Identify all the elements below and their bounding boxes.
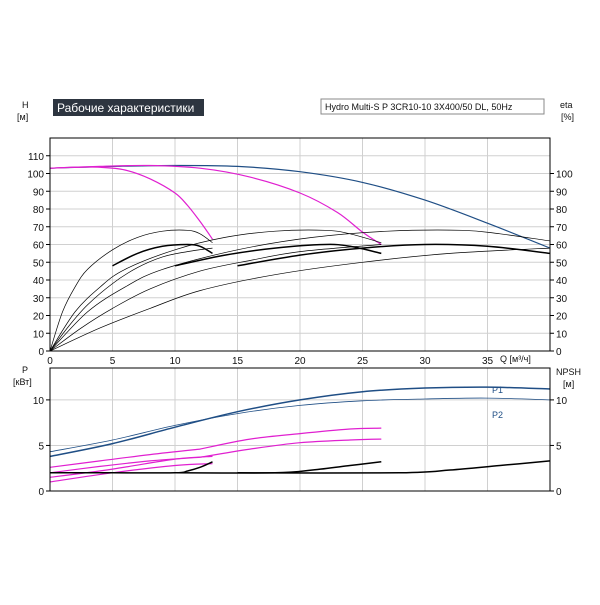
y-left-label-top: H: [22, 100, 29, 110]
top-y-right-tick-label: 80: [556, 205, 568, 216]
top-y-left-tick-label: 0: [38, 347, 44, 358]
bottom-y-right-tick-label: 5: [556, 441, 562, 452]
top-y-right-tick-label: 30: [556, 294, 568, 305]
top-y-right-tick-label: 100: [556, 170, 573, 181]
bottom-series-line-7: [199, 438, 382, 458]
top-y-left-tick-label: 70: [33, 223, 45, 234]
top-panel-frame: [49, 137, 551, 352]
bottom-series-line-5: [49, 463, 213, 483]
bottom-series-line-8: [49, 461, 213, 474]
top-series-line-7: [49, 229, 382, 352]
top-y-right-tick-label: 50: [556, 258, 568, 269]
x-tick-label: 5: [110, 356, 116, 367]
x-axis-label: Q [м³/ч]: [500, 354, 531, 364]
top-y-left-tick-label: 60: [33, 241, 45, 252]
top-y-left-tick-label: 90: [33, 187, 45, 198]
series-label-p1: P1: [492, 385, 503, 395]
top-series-line-10: [49, 244, 382, 352]
x-tick-label: 10: [169, 356, 181, 367]
top-y-right-tick-label: 20: [556, 312, 568, 323]
y-left-label-bottom: P: [22, 365, 28, 375]
y-left-unit-bottom: [кВт]: [13, 377, 32, 387]
top-y-left-tick-label: 40: [33, 276, 45, 287]
top-y-left-tick-label: 110: [28, 152, 44, 163]
top-series-line-9: [49, 247, 213, 352]
y-right-unit-bottom: [м]: [563, 379, 574, 389]
bottom-y-left-tick-label: 0: [38, 487, 44, 498]
y-right-label-bottom: NPSH: [556, 367, 581, 377]
x-tick-label: 20: [294, 356, 306, 367]
chart-title: Рабочие характеристики: [57, 101, 194, 115]
bottom-series-line-4: [49, 455, 213, 478]
top-series-line-6: [49, 229, 213, 352]
bottom-series-line-6: [199, 427, 382, 450]
top-panel-grid: [49, 138, 551, 352]
top-y-left-tick-label: 20: [33, 312, 45, 323]
top-y-left-tick-label: 100: [27, 170, 44, 181]
bottom-panel-series: [49, 386, 551, 483]
top-y-left-tick-label: 30: [33, 294, 45, 305]
bottom-series-line-1: [49, 397, 551, 453]
y-right-unit-top: [%]: [561, 112, 574, 122]
bottom-series-line-2: [49, 448, 201, 468]
top-y-right-tick-label: 70: [556, 223, 568, 234]
top-y-right-tick-label: 90: [556, 187, 568, 198]
tick-labels: 0102030405060708090100110010203040506070…: [27, 152, 573, 498]
title-box: [53, 99, 204, 116]
bottom-panel-frame: [49, 367, 551, 492]
top-panel-series: [49, 164, 551, 352]
pump-model: Hydro Multi-S P 3CR10-10 3X400/50 DL, 50…: [325, 102, 513, 112]
series-label-p2: P2: [492, 410, 503, 420]
bottom-y-left-tick-label: 10: [33, 396, 45, 407]
top-y-left-tick-label: 80: [33, 205, 45, 216]
top-y-left-tick-label: 50: [33, 258, 45, 269]
x-tick-label: 30: [419, 356, 431, 367]
y-left-unit-top: [м]: [17, 112, 28, 122]
top-y-right-tick-label: 60: [556, 241, 568, 252]
bottom-y-left-tick-label: 5: [38, 441, 44, 452]
top-series-line-5: [237, 243, 551, 267]
bottom-y-right-tick-label: 0: [556, 487, 562, 498]
top-y-right-tick-label: 0: [556, 347, 562, 358]
top-series-line-1: [49, 166, 213, 240]
top-y-left-tick-label: 10: [33, 329, 45, 340]
y-right-label-top: eta: [560, 100, 573, 110]
top-y-right-tick-label: 40: [556, 276, 568, 287]
x-tick-label: 0: [47, 356, 53, 367]
bottom-series-line-10: [237, 460, 551, 474]
x-tick-label: 35: [482, 356, 494, 367]
bottom-series-line-0: [49, 386, 551, 458]
top-y-right-tick-label: 10: [556, 329, 568, 340]
top-series-line-11: [49, 247, 551, 352]
bottom-series-line-9: [174, 461, 382, 474]
top-series-line-2: [49, 164, 382, 246]
top-series-line-3: [112, 243, 213, 267]
x-tick-label: 15: [232, 356, 244, 367]
x-tick-label: 25: [357, 356, 369, 367]
model-box: [320, 98, 545, 115]
bottom-y-right-tick-label: 10: [556, 396, 568, 407]
top-series-line-8: [49, 229, 551, 352]
